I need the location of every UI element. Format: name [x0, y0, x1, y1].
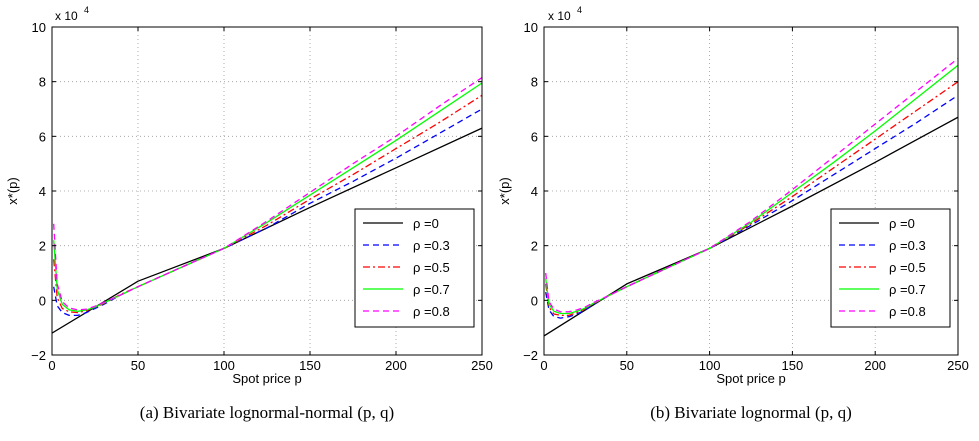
x-tick-label: 0: [48, 358, 55, 373]
x-tick-label: 200: [385, 358, 407, 373]
y-multiplier-exponent: 4: [577, 5, 582, 15]
caption: (a) Bivariate lognormal-normal (p, q): [140, 403, 394, 422]
y-tick-label: 10: [32, 20, 46, 35]
legend: ρ =0 ρ =0.3 ρ =0.5 ρ =0.7 ρ =0.8: [830, 208, 951, 328]
y-tick-label: 2: [39, 239, 46, 254]
legend-label-4: ρ =0.8: [413, 304, 450, 319]
x-tick-label: 50: [620, 358, 634, 373]
legend-label-0: ρ =0: [413, 216, 439, 231]
y-tick-label: 10: [524, 20, 538, 35]
legend-label-2: ρ =0.5: [889, 260, 926, 275]
legend: ρ =0 ρ =0.3 ρ =0.5 ρ =0.7 ρ =0.8: [354, 208, 475, 328]
legend-label-3: ρ =0.7: [413, 282, 450, 297]
series-line-4: [545, 57, 958, 313]
legend-label-4: ρ =0.8: [889, 304, 926, 319]
x-tick-label: 250: [947, 358, 969, 373]
series-line-4: [53, 77, 482, 311]
y-tick-label: 2: [531, 239, 538, 254]
series-group: [52, 77, 482, 334]
x-axis-label: Spot price p: [716, 371, 785, 386]
x-tick-label: 0: [540, 358, 547, 373]
y-tick-label: 6: [531, 129, 538, 144]
y-tick-label: 8: [531, 75, 538, 90]
x-tick-label: 250: [471, 358, 493, 373]
y-axis-label: x*(p): [497, 177, 512, 204]
y-tick-label: 6: [39, 129, 46, 144]
series-line-0: [544, 116, 958, 337]
y-tick-label: 0: [531, 293, 538, 308]
y-multiplier: x 10: [55, 9, 78, 23]
y-tick-label: 8: [39, 75, 46, 90]
y-axis-label: x*(p): [5, 177, 20, 204]
legend-label-0: ρ =0: [889, 216, 915, 231]
caption: (b) Bivariate lognormal (p, q): [650, 403, 852, 422]
y-tick-label: −2: [31, 348, 46, 363]
series-group: [544, 57, 958, 337]
y-multiplier: x 10: [548, 9, 571, 23]
y-tick-label: 4: [39, 184, 46, 199]
x-axis-label: Spot price p: [232, 371, 301, 386]
x-tick-label: 100: [699, 358, 721, 373]
y-multiplier-exponent: 4: [84, 5, 89, 15]
legend-box: [354, 208, 475, 328]
legend-label-1: ρ =0.3: [413, 238, 450, 253]
legend-label-2: ρ =0.5: [413, 260, 450, 275]
x-tick-label: 200: [864, 358, 886, 373]
series-line-1: [545, 94, 958, 319]
legend-label-1: ρ =0.3: [889, 238, 926, 253]
y-tick-label: −2: [523, 348, 538, 363]
x-tick-label: 150: [299, 358, 321, 373]
series-line-3: [545, 64, 958, 315]
legend-label-3: ρ =0.7: [889, 282, 926, 297]
x-tick-label: 50: [131, 358, 145, 373]
x-tick-label: 150: [782, 358, 804, 373]
x-tick-label: 100: [213, 358, 235, 373]
y-tick-label: 0: [39, 293, 46, 308]
y-tick-label: 4: [531, 184, 538, 199]
legend-box: [830, 208, 951, 328]
